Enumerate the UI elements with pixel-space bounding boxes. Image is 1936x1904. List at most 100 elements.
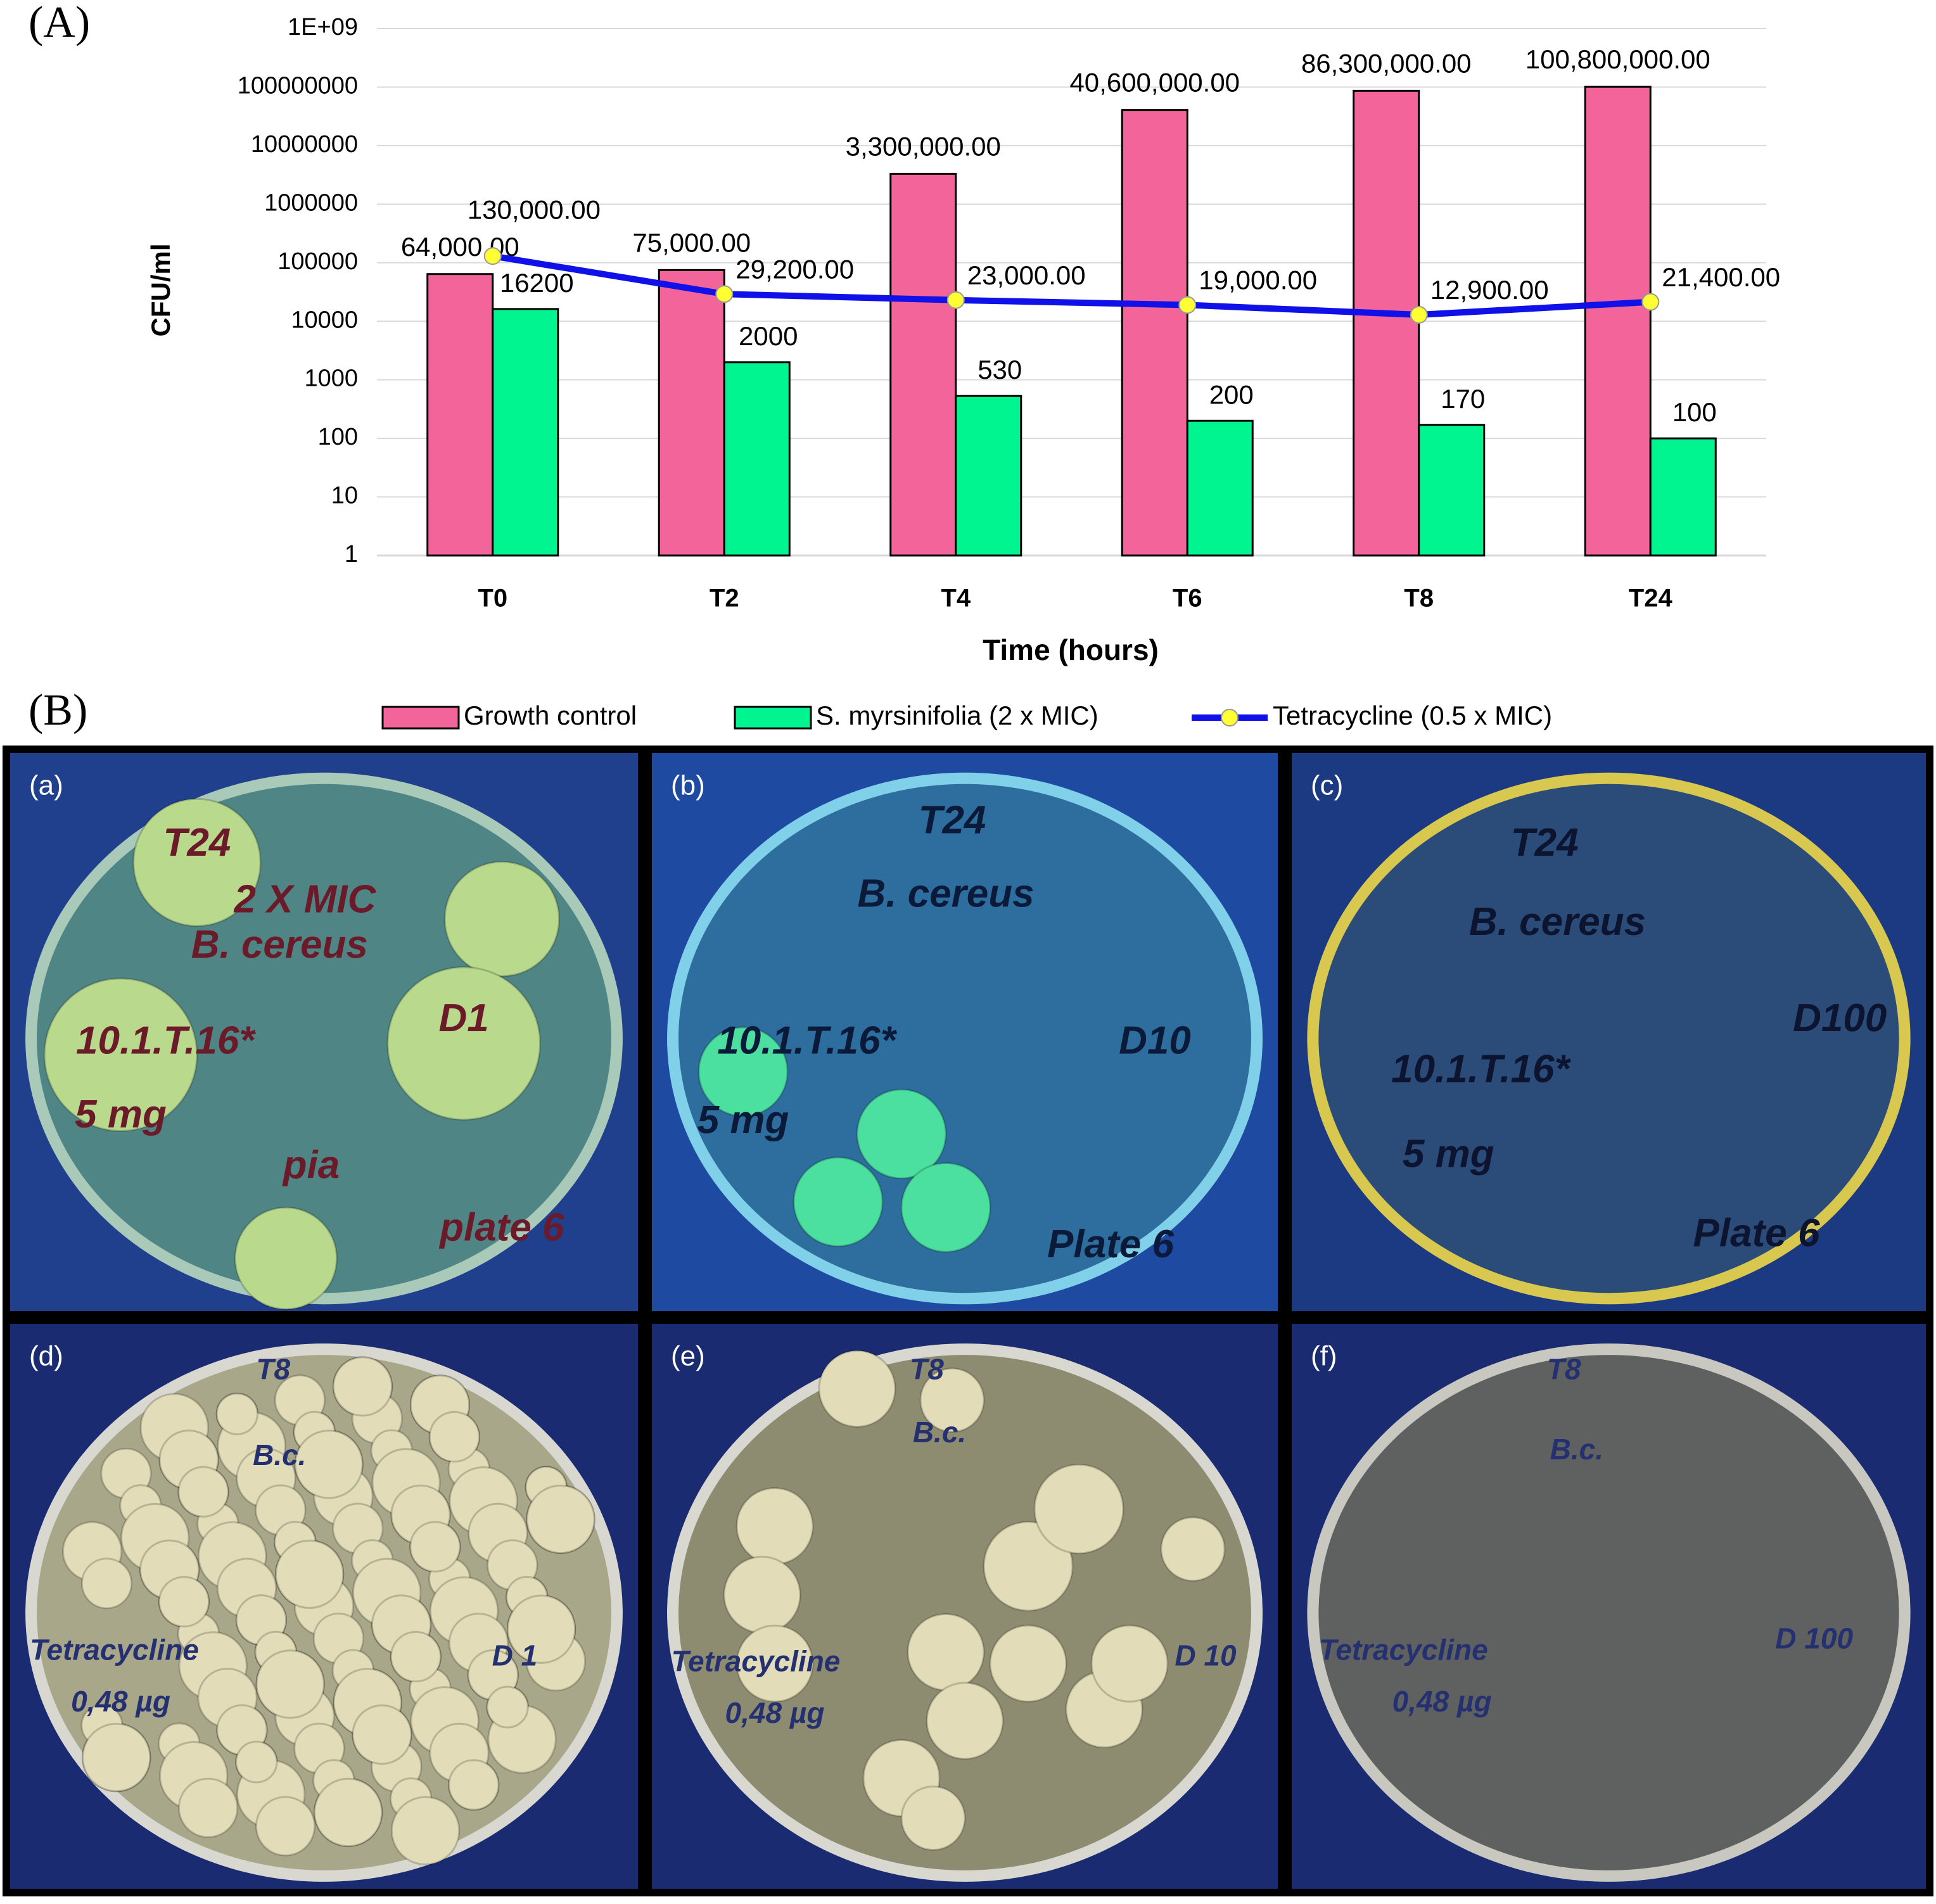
colony	[255, 1796, 316, 1856]
plate-agar	[1318, 784, 1899, 1293]
data-label: 530	[978, 355, 1022, 384]
colony	[919, 1368, 985, 1433]
colony	[900, 1162, 991, 1253]
colony	[352, 1704, 412, 1765]
data-label: 19,000.00	[1199, 265, 1317, 295]
panel-label: (b)	[671, 770, 705, 801]
plate-note: Tetracycline	[30, 1633, 199, 1666]
plate-note: 10.1.T.16*	[717, 1019, 897, 1063]
plate-note: 5 mg	[697, 1098, 789, 1142]
bar	[723, 361, 791, 557]
plate-note: T8	[256, 1353, 290, 1386]
colony	[255, 1649, 325, 1719]
panel-label: (f)	[1311, 1341, 1337, 1372]
legend-swatch	[1221, 709, 1239, 727]
y-tick-label: 100	[318, 424, 358, 450]
y-tick-label: 10000	[291, 307, 358, 333]
colony	[723, 1556, 801, 1634]
colony	[332, 1356, 393, 1417]
panel-label: (c)	[1311, 770, 1343, 801]
plate-note: Plate 6	[1693, 1211, 1820, 1255]
plate-note: T8	[1547, 1353, 1581, 1386]
plate-note: 5 mg	[75, 1093, 167, 1136]
colony	[313, 1777, 383, 1848]
data-label: 16200	[500, 268, 574, 298]
colony	[177, 1777, 239, 1838]
colony	[989, 1624, 1067, 1703]
photo-panel: (d) T8 B.c. Tetracycline 0,48 µg D 1	[3, 1316, 646, 1896]
bar	[1584, 86, 1652, 557]
colony	[486, 1685, 529, 1729]
marker	[715, 285, 734, 303]
plate-note: T8	[910, 1353, 944, 1386]
data-label: 75,000.00	[632, 227, 751, 257]
bar	[955, 395, 1022, 557]
legend-label: S. myrsinifolia (2 x MIC)	[816, 701, 1099, 730]
y-tick-label: 10	[331, 483, 358, 509]
data-label: 170	[1441, 384, 1485, 414]
plate-note: B.c.	[253, 1438, 306, 1471]
colony	[390, 1630, 442, 1683]
plate-note: 10.1.T.16*	[1391, 1047, 1571, 1091]
colony	[736, 1624, 814, 1703]
colony	[818, 1349, 896, 1428]
plate-note: Tetracycline	[1319, 1633, 1488, 1666]
plate-note: B.c.	[1550, 1433, 1603, 1466]
plate-note: Plate 6	[1047, 1222, 1174, 1266]
plate-note: D1	[439, 996, 489, 1040]
plate-note: 0,48 µg	[1392, 1685, 1492, 1718]
panel-label: (e)	[671, 1341, 705, 1372]
plate-note: plate 6	[438, 1205, 564, 1249]
colony	[386, 966, 542, 1121]
figure-label: (A)	[29, 0, 90, 47]
x-tick-label: T2	[710, 585, 739, 612]
panel-label: (d)	[29, 1341, 63, 1372]
photo-panel: (c) T24 B. cereus 10.1.T.16* 5 mg D100 Plate 6	[1284, 746, 1933, 1319]
data-label: 100,800,000.00	[1525, 44, 1710, 74]
data-label: 130,000.00	[468, 194, 601, 224]
data-label: 12,900.00	[1430, 275, 1549, 305]
colony	[926, 1682, 1004, 1760]
photo-panel: (e) T8 B.c. Tetracycline 0,48 µg D 10	[644, 1316, 1285, 1896]
photo-panel: (f) T8 B.c. Tetracycline 0,48 µg D 100	[1284, 1316, 1933, 1896]
data-label: 2000	[739, 321, 798, 351]
colony	[983, 1521, 1074, 1612]
colony	[1033, 1463, 1124, 1554]
plate-note: 2 X MIC	[233, 877, 376, 921]
y-tick-label: 1E+09	[288, 14, 358, 41]
colony	[294, 1430, 364, 1499]
colony	[274, 1539, 345, 1609]
plate-note: T24	[919, 798, 986, 842]
marker	[946, 291, 965, 309]
legend-swatch	[381, 706, 460, 730]
colony	[907, 1613, 985, 1691]
x-axis-label: Time (hours)	[983, 633, 1159, 666]
plate-note: 5 mg	[1403, 1132, 1494, 1176]
colony	[177, 1466, 229, 1518]
plate-note: D 10	[1175, 1639, 1237, 1672]
data-label: 23,000.00	[967, 260, 1086, 290]
legend-label: Tetracycline (0.5 x MIC)	[1273, 701, 1552, 730]
marker	[483, 247, 502, 265]
plate-note: 10.1.T.16*	[76, 1019, 256, 1063]
colony	[1090, 1624, 1169, 1703]
marker	[1410, 305, 1428, 324]
bar	[426, 273, 494, 557]
data-label: 21,400.00	[1662, 262, 1780, 292]
colony	[428, 1411, 480, 1463]
y-axis-label: CFU/ml	[146, 244, 175, 337]
marker	[1641, 293, 1660, 311]
x-tick-label: T4	[941, 585, 971, 612]
plate-note: B. cereus	[857, 872, 1034, 916]
plate-note: Tetracycline	[672, 1645, 841, 1678]
data-label: 40,600,000.00	[1069, 68, 1240, 98]
x-tick-label: T0	[478, 585, 507, 612]
line	[492, 253, 1651, 318]
plate-agar	[1318, 1355, 1899, 1870]
colony	[132, 797, 262, 927]
photo-panel: (b) T24 B. cereus 10.1.T.16* 5 mg D10 Plate 6	[644, 746, 1285, 1319]
colony	[1160, 1516, 1226, 1582]
bar	[1649, 437, 1717, 557]
colony	[215, 1392, 258, 1435]
